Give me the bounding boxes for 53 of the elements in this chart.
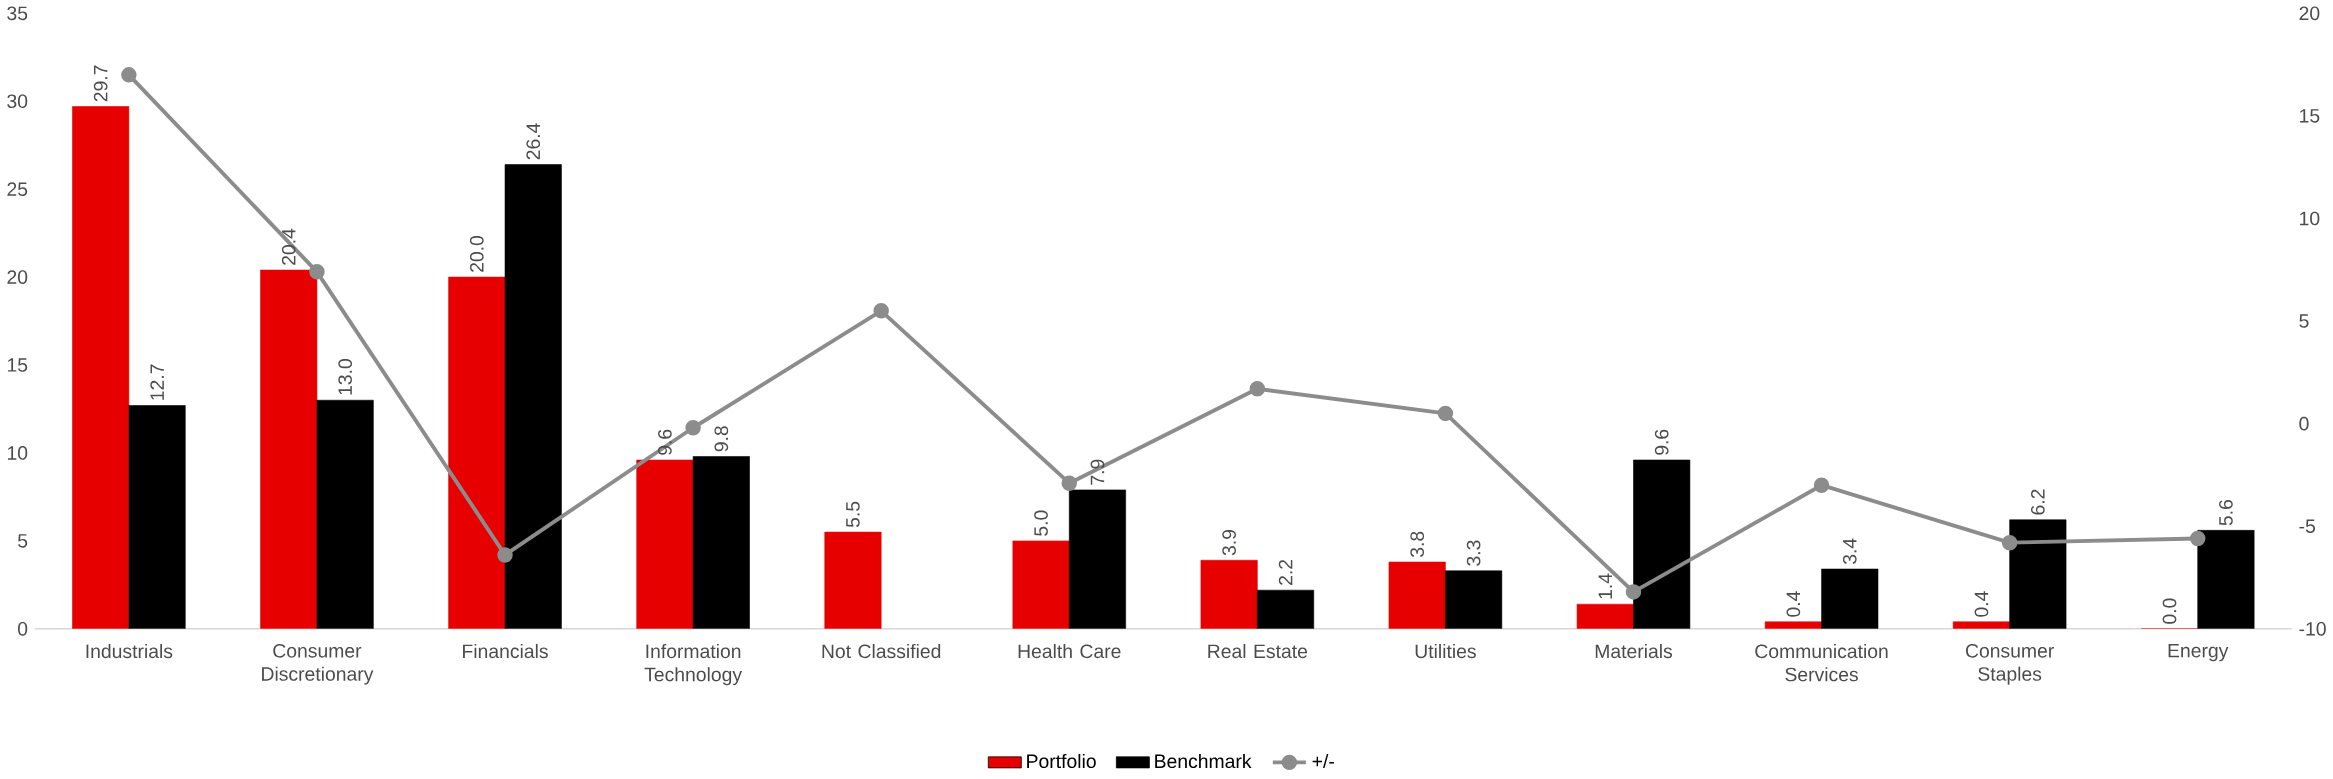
- legend-label: Portfolio: [1027, 754, 1096, 769]
- y2-tick-label: 0: [2299, 417, 2309, 431]
- data-label: 7.9: [1090, 459, 1105, 485]
- data-label: 5.0: [1034, 510, 1048, 537]
- data-label: 3.8: [1410, 531, 1425, 558]
- y-tick-label: 30: [7, 94, 28, 109]
- x-tick-label: Industrials: [86, 644, 173, 659]
- legend-label: +/-: [1312, 754, 1334, 769]
- data-label: 3.9: [1222, 530, 1236, 556]
- data-label: 12.7: [150, 364, 164, 400]
- data-label: 6.2: [2031, 489, 2045, 515]
- legend-label: Benchmark: [1155, 754, 1252, 769]
- y2-tick-label: 5: [2299, 314, 2309, 329]
- data-label: 3.3: [1466, 540, 1481, 567]
- x-tick-label: Financials: [463, 644, 548, 659]
- x-tick-label: Not Classified: [822, 644, 941, 659]
- x-tick-label: Utilities: [1415, 644, 1476, 659]
- y-tick-label: 10: [7, 446, 28, 461]
- y2-tick-label: -5: [2299, 519, 2315, 534]
- y2-tick-label: 10: [2300, 211, 2320, 226]
- y2-tick-label: 15: [2300, 109, 2320, 123]
- data-label: 29.7: [93, 65, 108, 102]
- data-label: 2.2: [1278, 560, 1293, 586]
- data-label: 0.0: [2162, 598, 2177, 625]
- y-tick-label: 25: [7, 182, 28, 197]
- x-tick-label: Health Care: [1018, 644, 1121, 659]
- data-label: 3.4: [1842, 538, 1857, 565]
- x-tick-label: Energy: [2168, 644, 2229, 662]
- data-label: 20.0: [469, 236, 484, 273]
- y-tick-label: 5: [18, 534, 28, 548]
- data-label: 5.6: [2219, 500, 2233, 526]
- data-label: 1.4: [1598, 573, 1612, 599]
- data-label: 9.6: [1654, 429, 1669, 456]
- y-tick-label: 15: [7, 358, 28, 372]
- x-tick-label: Real Estate: [1208, 644, 1308, 659]
- x-tick-label: Consumer Discretionary: [262, 644, 374, 685]
- data-label: 26.4: [526, 123, 541, 160]
- x-tick-label: Materials: [1595, 644, 1673, 659]
- data-label: 9.8: [714, 426, 729, 452]
- y2-tick-label: -10: [2299, 622, 2326, 636]
- data-label: 0.4: [1786, 591, 1801, 617]
- x-tick-label: Consumer Staples: [1965, 644, 2054, 685]
- y-tick-label: 35: [7, 6, 28, 21]
- y2-tick-label: 20: [2299, 6, 2320, 21]
- x-tick-label: Communication Services: [1755, 644, 1888, 682]
- y-tick-label: 20: [7, 270, 28, 285]
- data-label: 0.4: [1974, 591, 1989, 617]
- data-label: 9.6: [658, 429, 672, 456]
- y-tick-label: 0: [17, 622, 28, 636]
- data-label: 13.0: [338, 359, 352, 395]
- x-tick-label: Information Technology: [644, 644, 743, 686]
- data-label: 20.4: [281, 228, 296, 266]
- data-label: 5.5: [846, 501, 860, 528]
